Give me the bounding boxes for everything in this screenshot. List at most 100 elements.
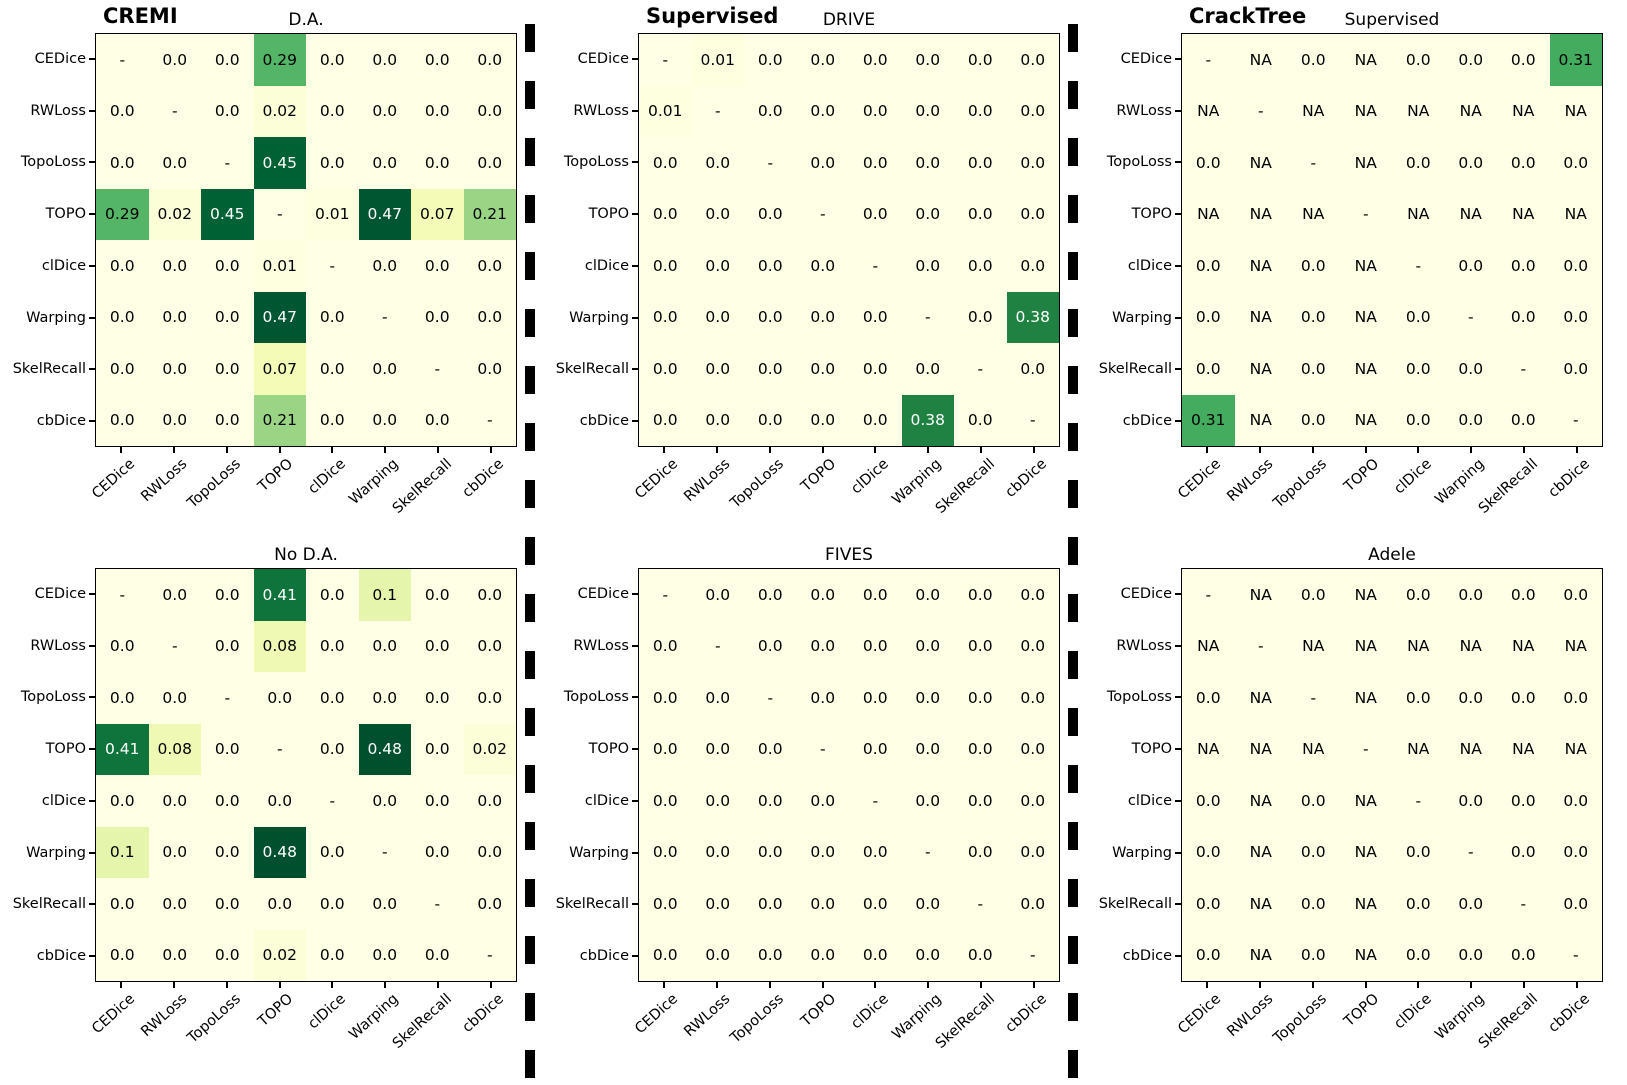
heatmap-cell: NA	[1392, 188, 1445, 240]
y-axis-tick	[632, 57, 638, 60]
heatmap-cell: 0.45	[253, 137, 306, 189]
column-label-item: CEDice	[89, 447, 148, 521]
heatmap-cell: -	[744, 672, 797, 724]
heatmap-cell: 0.0	[901, 137, 954, 189]
heatmap-cell: NA	[1339, 34, 1392, 86]
x-axis-tick	[489, 447, 492, 453]
heatmap-cell: 0.0	[1444, 672, 1497, 724]
heatmap-cell: NA	[1234, 34, 1287, 86]
heatmap-cell: 0.0	[639, 826, 692, 878]
column-label: CEDice	[89, 991, 139, 1038]
cell-value: NA	[1354, 946, 1377, 965]
cell-value: 0.0	[424, 843, 450, 862]
cell-value: 0.0	[319, 843, 345, 862]
cell-value: 0.0	[1020, 205, 1046, 224]
row-label-item: clDice	[0, 240, 95, 292]
heatmap-cell: 0.0	[1497, 137, 1550, 189]
cell-value: 0.0	[1563, 688, 1589, 707]
cell-value: NA	[1512, 637, 1535, 656]
heatmap-cell: 0.0	[1006, 240, 1059, 292]
heatmap-cell: 0.0	[148, 394, 201, 446]
cell-value: 0.0	[1300, 946, 1326, 965]
cell-value: 0.0	[1020, 153, 1046, 172]
cell-value: -	[819, 740, 826, 759]
row-label: Warping	[1112, 309, 1172, 326]
row-label-item: Warping	[1086, 827, 1181, 879]
cell-value: -	[1310, 688, 1317, 707]
row-label-item: TOPO	[1086, 723, 1181, 775]
heatmap-cell: 0.0	[849, 569, 902, 621]
cell-value: 0.38	[1015, 308, 1050, 327]
cell-value: 0.0	[424, 50, 450, 69]
cell-value: NA	[1564, 205, 1587, 224]
column-label: CEDice	[1175, 456, 1225, 503]
heatmap-cell: 0.0	[744, 723, 797, 775]
heatmap-cell: 0.0	[1549, 775, 1602, 827]
y-axis-tick	[1175, 368, 1181, 371]
heatmap-cell: NA	[1234, 394, 1287, 446]
heatmap-cell: 0.0	[691, 343, 744, 395]
heatmap-cell: 0.0	[201, 723, 254, 775]
column-label-item: cbDice	[1003, 447, 1060, 521]
heatmap-cell: NA	[1497, 723, 1550, 775]
cell-value: 0.0	[477, 843, 503, 862]
row-label: cbDice	[36, 413, 86, 430]
heatmap-cell: -	[901, 291, 954, 343]
heatmap-panel-drive: Supervised DRIVE CEDice RWLoss TopoLoss TOPO c…	[543, 0, 1060, 521]
heatmap-cell: 0.0	[954, 188, 1007, 240]
heatmap-cell: 0.0	[796, 620, 849, 672]
heatmap-cell: 0.0	[744, 188, 797, 240]
row-label: TopoLoss	[20, 154, 86, 171]
row-label-item: SkelRecall	[1086, 879, 1181, 931]
heatmap-cell: 0.0	[411, 775, 464, 827]
cell-value: 0.0	[915, 946, 941, 965]
row-label-item: Warping	[0, 292, 95, 344]
x-axis-tick	[874, 982, 877, 988]
row-label: TOPO	[588, 741, 629, 758]
cell-value: 0.1	[372, 585, 398, 604]
cell-value: 0.0	[1405, 688, 1431, 707]
cell-value: 0.0	[705, 205, 731, 224]
cell-value: 0.0	[1020, 359, 1046, 378]
cell-value: 0.0	[109, 256, 135, 275]
heatmap-cell: NA	[1234, 343, 1287, 395]
cell-value: 0.0	[162, 308, 188, 327]
heatmap-cell: -	[639, 34, 692, 86]
cell-value: 0.0	[1510, 411, 1536, 430]
cell-value: 0.0	[915, 102, 941, 121]
cell-value: 0.0	[1405, 411, 1431, 430]
x-axis-tick	[1470, 447, 1473, 453]
heatmap-cell: 0.48	[358, 723, 411, 775]
cell-value: 0.0	[915, 205, 941, 224]
cell-value: 0.01	[647, 102, 683, 121]
heatmap-cell: 0.0	[1287, 775, 1340, 827]
column-label-item: CEDice	[1175, 447, 1234, 521]
heatmap-cell: 0.0	[463, 775, 516, 827]
cell-value: 0.0	[652, 153, 678, 172]
cell-value: 0.0	[424, 308, 450, 327]
cell-value: 0.0	[757, 585, 783, 604]
cell-value: 0.0	[477, 637, 503, 656]
cell-value: 0.0	[862, 688, 888, 707]
cell-value: 0.0	[967, 843, 993, 862]
y-axis-tick	[89, 903, 95, 906]
x-axis-labels: CEDice RWLoss TopoLoss TOPO clDice Warping Ske…	[632, 447, 1060, 521]
cell-value: 0.0	[705, 585, 731, 604]
cell-value: NA	[1354, 50, 1377, 69]
y-axis-tick	[1175, 696, 1181, 699]
cell-value: 0.08	[157, 740, 192, 759]
heatmap-cell: 0.0	[148, 343, 201, 395]
heatmap-cell: NA	[1392, 85, 1445, 137]
heatmap-cell: 0.0	[1287, 343, 1340, 395]
cell-value: 0.48	[262, 843, 297, 862]
cell-value: 0.0	[862, 843, 888, 862]
cell-value: 0.0	[1458, 688, 1484, 707]
y-axis-tick	[1175, 316, 1181, 319]
heatmap-cell: 0.0	[1444, 775, 1497, 827]
cell-value: 0.0	[162, 153, 188, 172]
heatmap-cell: 0.0	[1497, 826, 1550, 878]
row-label: CEDice	[34, 585, 86, 602]
cell-value: 0.0	[757, 308, 783, 327]
row-label: cbDice	[579, 413, 629, 430]
cell-value: 0.0	[372, 50, 398, 69]
